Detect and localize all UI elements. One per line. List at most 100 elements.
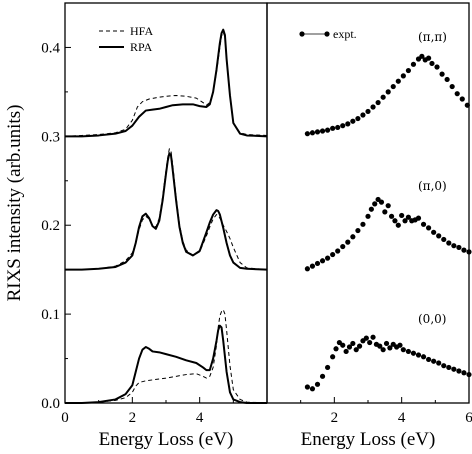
data-point-expt-0-0-13: [356, 343, 363, 349]
annotation-pi-0: (π,0): [418, 179, 447, 193]
data-point-expt-pi-0-35: [456, 244, 462, 251]
series-line-hfa-0-0: [65, 309, 268, 404]
data-point-expt-0-0-5: [330, 354, 336, 360]
y-tick-label-1: 0.1: [41, 307, 60, 323]
data-point-expt-pi-0-20: [392, 218, 398, 224]
legend-label-hfa: HFA: [130, 24, 153, 38]
data-point-expt-0-0-29: [415, 352, 422, 358]
y-tick-label-0: 0.0: [41, 396, 60, 412]
data-point-expt-pi-pi-13: [370, 104, 376, 110]
data-point-expt-pi-pi-10: [355, 115, 361, 122]
data-point-expt-pi-pi-7: [340, 123, 346, 129]
data-point-expt-pi-0-10: [355, 227, 361, 234]
data-point-expt-pi-0-9: [350, 234, 356, 240]
data-point-expt-pi-0-13: [368, 206, 374, 212]
data-point-expt-0-0-26: [400, 347, 406, 353]
data-point-expt-pi-0-6: [335, 248, 341, 254]
data-point-expt-pi-pi-5: [330, 125, 336, 131]
data-point-expt-pi-pi-31: [454, 91, 460, 97]
x-tick-label-0-2: 4: [196, 410, 204, 426]
y-tick-label-2: 0.2: [41, 218, 60, 234]
x-tick-label-0-1: 2: [129, 410, 137, 426]
data-point-expt-0-0-3: [319, 373, 326, 379]
data-point-expt-pi-0-30: [431, 229, 437, 235]
data-point-expt-0-0-31: [426, 356, 432, 363]
data-point-expt-pi-pi-14: [375, 99, 381, 106]
y-tick-label-4: 0.4: [41, 40, 60, 56]
data-point-expt-0-0-6: [333, 346, 339, 352]
right-plot-frame: [266, 2, 470, 404]
data-point-expt-0-0-22: [387, 345, 393, 351]
x-tick-label-1-2: 6: [465, 410, 472, 426]
right-x-axis-title: Energy Loss (eV): [301, 429, 436, 450]
data-point-expt-0-0-35: [446, 364, 452, 371]
data-point-expt-0-0-33: [436, 360, 442, 366]
data-point-expt-pi-pi-20: [405, 67, 411, 74]
data-point-expt-pi-0-28: [420, 221, 427, 227]
data-point-expt-pi-0-3: [319, 258, 326, 264]
data-point-expt-pi-pi-32: [459, 96, 465, 102]
right-panel: 2 4 6: [300, 53, 472, 426]
data-point-expt-pi-pi-28: [439, 71, 445, 77]
data-point-expt-pi-0-32: [441, 236, 447, 243]
series-line-rpa-pi-pi: [65, 28, 268, 138]
data-point-expt-pi-pi-26: [429, 60, 435, 67]
data-point-expt-pi-0-23: [402, 218, 408, 224]
data-point-expt-pi-0-29: [426, 225, 432, 231]
data-point-expt-pi-0-16: [378, 199, 385, 205]
data-point-expt-pi-0-31: [436, 233, 442, 239]
data-point-expt-pi-0-0: [304, 266, 310, 272]
data-point-expt-pi-0-36: [461, 247, 467, 253]
x-tick-label-0-0: 0: [61, 410, 69, 426]
data-point-expt-pi-0-24: [405, 214, 411, 220]
left-panel: 0 2 4 0.0 0.1 0.2 0.3 0.4: [41, 2, 268, 426]
series-line-hfa-pi-pi: [64, 31, 268, 137]
data-point-expt-pi-pi-16: [385, 89, 391, 95]
data-point-expt-0-0-12: [353, 347, 359, 353]
data-point-expt-pi-pi-0: [304, 131, 310, 137]
data-point-expt-pi-pi-23: [419, 53, 425, 59]
data-point-expt-pi-0-27: [415, 215, 422, 221]
data-point-expt-0-0-38: [461, 370, 467, 376]
data-point-expt-pi-pi-6: [335, 124, 341, 131]
data-point-expt-pi-0-22: [399, 212, 405, 219]
data-point-expt-0-0-9: [343, 348, 349, 355]
data-point-expt-pi-pi-19: [400, 73, 406, 79]
data-point-expt-0-0-15: [363, 335, 369, 341]
data-point-expt-0-0-21: [383, 340, 390, 347]
data-point-expt-0-0-19: [377, 343, 383, 349]
data-point-expt-pi-0-33: [446, 240, 452, 246]
data-point-expt-pi-0-7: [340, 243, 346, 250]
data-point-expt-pi-0-19: [388, 213, 395, 219]
data-point-expt-pi-0-12: [365, 213, 371, 219]
data-point-expt-pi-0-21: [395, 222, 401, 228]
y-axis-title: RIXS intensity (arb.units): [4, 105, 25, 302]
right-legend: expt.: [299, 27, 357, 41]
data-point-expt-0-0-2: [314, 381, 321, 387]
legend-label-rpa: RPA: [130, 40, 153, 54]
data-point-expt-0-0-36: [451, 366, 457, 372]
data-point-expt-pi-pi-30: [449, 83, 455, 90]
x-tick-label-1-0: 2: [331, 410, 339, 426]
data-point-expt-pi-pi-29: [444, 76, 450, 83]
legend-swatch-expt-dot-1: [299, 31, 305, 37]
data-point-expt-pi-0-4: [325, 255, 331, 261]
data-point-expt-0-0-11: [350, 340, 356, 347]
data-point-expt-0-0-25: [397, 342, 403, 348]
data-point-expt-pi-pi-1: [309, 130, 316, 136]
x-tick-label-1-1: 4: [398, 410, 406, 426]
left-plot-frame: [64, 2, 268, 404]
data-point-expt-0-0-8: [340, 342, 346, 348]
data-point-expt-0-0-37: [456, 368, 462, 374]
data-point-expt-0-0-34: [441, 363, 447, 369]
left-x-axis-title: Energy Loss (eV): [99, 429, 234, 450]
data-point-expt-pi-pi-4: [325, 127, 331, 133]
data-point-expt-pi-pi-8: [345, 121, 351, 127]
series-line-rpa-pi-0: [65, 152, 268, 271]
data-point-expt-0-0-10: [346, 344, 353, 350]
data-point-expt-pi-0-5: [330, 251, 336, 258]
data-point-expt-0-0-28: [410, 350, 417, 356]
data-point-expt-0-0-1: [309, 386, 316, 392]
data-point-expt-pi-0-34: [451, 243, 457, 249]
